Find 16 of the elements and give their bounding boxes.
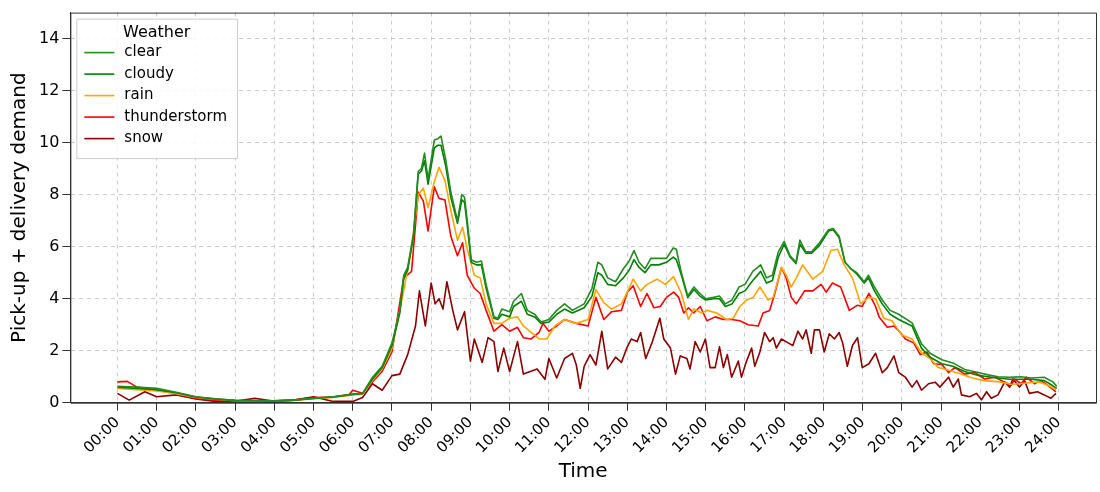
legend-label: thunderstorm — [124, 106, 228, 125]
legend-title: Weather — [123, 21, 191, 41]
y-tick-label: 8 — [49, 183, 60, 203]
y-axis-title: Pick-up + delivery demand — [6, 72, 31, 343]
y-tick-label: 14 — [39, 27, 60, 47]
y-tick-label: 0 — [49, 391, 60, 411]
y-tick-label: 2 — [49, 339, 60, 359]
legend-label: rain — [124, 85, 154, 104]
y-tick-label: 4 — [49, 287, 60, 307]
y-tick-label: 10 — [39, 131, 60, 151]
x-axis-title: Time — [557, 458, 608, 483]
y-tick-label: 6 — [49, 235, 60, 255]
legend-label: snow — [124, 128, 164, 147]
y-tick-label: 12 — [39, 79, 60, 99]
legend-label: clear — [124, 42, 163, 61]
legend-label: cloudy — [124, 63, 174, 82]
